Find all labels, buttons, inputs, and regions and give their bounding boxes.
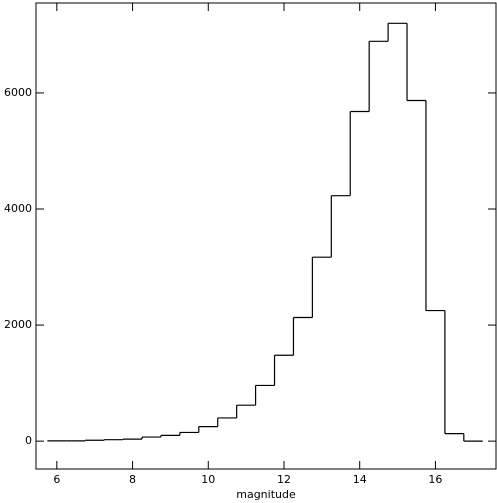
x-tick-label: 12 — [277, 473, 291, 486]
x-tick-label: 8 — [129, 473, 136, 486]
y-tick-label: 4000 — [4, 202, 32, 215]
y-tick-label: 2000 — [4, 318, 32, 331]
x-tick-label: 6 — [53, 473, 60, 486]
plot-frame — [35, 2, 497, 470]
x-tick-label: 16 — [428, 473, 442, 486]
x-tick-label: 10 — [201, 473, 215, 486]
y-tick-label: 0 — [25, 434, 32, 447]
x-axis-label: magnitude — [236, 488, 296, 501]
x-tick-label: 14 — [353, 473, 367, 486]
y-tick-label: 6000 — [4, 86, 32, 99]
